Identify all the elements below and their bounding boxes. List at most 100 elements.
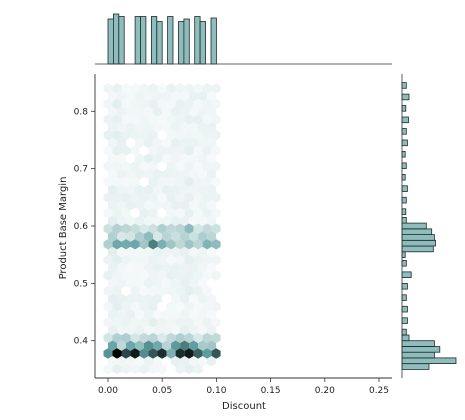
hexbin-cell <box>193 239 203 250</box>
hexbin-cell <box>207 324 217 336</box>
top-histogram-bar <box>134 16 141 65</box>
hexbin-cell <box>171 168 181 180</box>
hexbin-cell <box>135 278 144 289</box>
hexbin-cell <box>135 340 144 351</box>
hexbin-cell <box>207 340 217 351</box>
right-histogram-bar <box>401 305 408 313</box>
y-tick-label: 0.7 <box>74 165 88 175</box>
right-histogram-bar <box>401 346 441 353</box>
y-axis-label: Product Base Margin <box>58 177 69 280</box>
hexbin-cell <box>207 184 217 195</box>
hexbin-cell <box>189 215 199 227</box>
hexbin-cell <box>153 137 162 149</box>
hexbin-cell <box>126 215 135 227</box>
hexbin-cell <box>148 145 158 156</box>
hexbin-cell <box>139 348 149 359</box>
hexbin-cell <box>153 356 162 367</box>
hexbin-cell <box>180 137 190 149</box>
right-histogram-bar <box>401 294 407 301</box>
hexbin-cell <box>207 293 217 305</box>
hexbin-cell <box>135 137 144 149</box>
hexbin-cell <box>175 363 185 375</box>
hexbin-cell <box>202 129 212 141</box>
hexbin-cell <box>126 262 135 273</box>
hexbin-cell <box>193 348 203 359</box>
hexbin-cell <box>139 254 149 266</box>
hexbin-cell <box>121 348 131 359</box>
hexbin-cell <box>184 301 194 312</box>
hexbin-cell <box>139 83 149 94</box>
hexbin-cell <box>117 340 126 351</box>
hexbin-cell <box>175 223 185 234</box>
hexbin-cell <box>202 192 212 203</box>
hexbin-cell <box>130 129 140 141</box>
hexbin-cell <box>130 332 140 344</box>
top-histogram-bar <box>140 16 147 65</box>
hexbin-cell <box>198 137 208 149</box>
hexbin-cell <box>103 363 113 375</box>
right-histogram-bar <box>401 245 434 253</box>
hexbin-cell <box>189 231 199 242</box>
hexbin-cell <box>211 332 221 344</box>
hexbin-cell <box>180 215 190 227</box>
hexbin-cell <box>198 262 208 273</box>
hexbin-cell <box>126 184 135 195</box>
right-histogram-bar <box>401 139 408 147</box>
hexbin-cell <box>157 114 167 125</box>
hexbin-cell <box>103 83 113 94</box>
hexbin-cell <box>166 207 176 219</box>
hexbin-cell <box>171 153 181 164</box>
hexbin-cell <box>144 324 153 336</box>
hexbin-cell <box>117 293 126 305</box>
hexbin-cell <box>175 192 185 203</box>
hexbin-cell <box>171 309 181 320</box>
hexbin-cell <box>121 332 131 344</box>
hexbin-cell <box>175 161 185 172</box>
hexbin-cell <box>162 215 172 227</box>
hexbin-cell <box>211 129 221 141</box>
hexbin-cell <box>171 324 181 336</box>
hexbin-cell <box>166 129 176 141</box>
hexbin-cell <box>184 332 194 344</box>
hexbin-cell <box>121 301 131 312</box>
hexbin-cell <box>157 98 167 110</box>
hexbin-cell <box>193 254 203 266</box>
hexbin-cell <box>126 356 135 367</box>
hexbin-cell <box>193 363 203 375</box>
hexbin-cell <box>175 98 185 110</box>
hexbin-cell <box>108 184 117 195</box>
hexbin-cell <box>121 176 131 188</box>
hexbin-cell <box>157 239 167 250</box>
hexbin-cell <box>117 168 126 180</box>
hexbin-cell <box>148 363 158 375</box>
hexbin-cell <box>130 363 140 375</box>
hexbin-cell <box>189 90 199 102</box>
y-tick-label: 0.6 <box>74 222 89 232</box>
hexbin-cell <box>153 168 162 180</box>
hexbin-cell <box>108 106 117 117</box>
right-histogram-bar <box>401 173 406 181</box>
hexbin-cell <box>184 254 194 266</box>
hexbin-cell <box>166 254 176 266</box>
hexbin-cell <box>184 363 194 375</box>
hexbin-cell <box>162 231 172 242</box>
hexbin-cell <box>153 309 162 320</box>
hexbin-cell <box>121 161 131 172</box>
hexbin-cell <box>130 114 140 125</box>
hexbin-cell <box>166 270 176 281</box>
hexbin-cell <box>166 317 176 328</box>
right-marginal-histogram <box>401 74 457 378</box>
hexbin-cell <box>135 246 144 258</box>
top-histogram-bar <box>118 16 125 65</box>
hexbin-cell <box>211 207 221 219</box>
hexbin-cell <box>153 231 162 242</box>
hexbin-cell <box>198 356 208 367</box>
hexbin-cell <box>175 285 185 297</box>
hexbin-cell <box>175 254 185 266</box>
hexbin-cell <box>189 340 199 351</box>
hexbin-cell <box>112 129 122 141</box>
hexbin-cell <box>148 239 158 250</box>
right-histogram-bar <box>401 251 406 258</box>
